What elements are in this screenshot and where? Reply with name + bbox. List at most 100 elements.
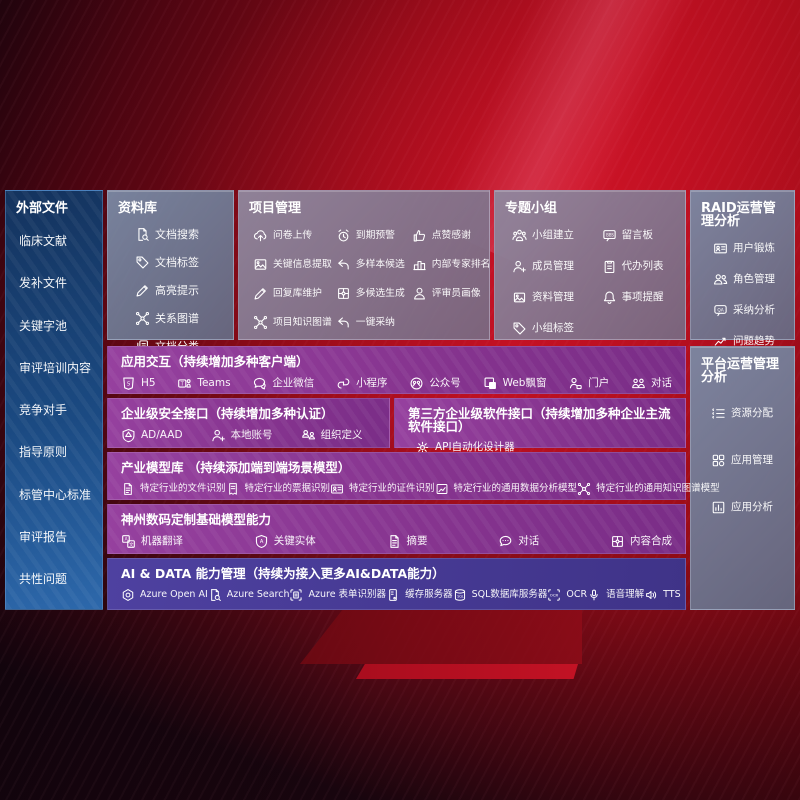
highlight-pen-icon [253,286,268,301]
sidebar-item-label: 发补文件 [19,276,68,291]
client-item: 门户 [568,376,609,391]
client-item-label: Web飘窗 [502,376,547,389]
client-item: 对话 [631,376,672,391]
auth-item: AD/AAD [121,428,183,443]
project-item-label: 关键信息提取 [273,258,332,270]
library-item-label: 高亮提示 [155,284,199,297]
doc-extract-icon [253,257,268,272]
service-item: Azure Search [208,588,290,602]
panel-title: 资料库 [118,201,158,216]
group-item-label: 留言板 [621,229,654,242]
auth-item-label: 本地账号 [230,428,273,441]
service-item-label: Azure Open AI [140,588,208,600]
sidebar-item-label: 共性问题 [19,572,68,586]
row-title: 应用交互（持续增加多种客户端） [121,354,309,369]
knowledge-graph-icon [253,315,268,330]
auth-item-label: 组织定义 [320,428,363,441]
project-item: 评审员画像 [412,286,483,301]
panel-title: RAID运营管理分析 [701,201,776,229]
group-item: BBS 留言板 [602,228,681,243]
platform-item-label: 资源分配 [731,407,773,420]
project-item-label: 项目知识图谱 [273,316,332,328]
thirdparty-items: API自动化设计器 [395,433,685,455]
cloud-upload-icon [253,228,268,243]
model-item-label: 特定行业的通用数据分析模型 [453,482,578,494]
client-item-label: 小程序 [356,376,388,389]
model-item: 特定行业的通用数据分析模型 [435,482,578,496]
row-ai-data-management: AI & DATA 能力管理（持续为接入更多AI&DATA能力） Azure O… [107,558,686,610]
row-app-interaction: 应用交互（持续增加多种客户端） 5 H5 T Teams 企业微信 小程序 公众号 Web飘窗… [107,346,686,394]
sidebar-item: 临床文献 [19,235,98,247]
service-item-label: Azure Search [226,588,290,600]
project-items: 问卷上传 到期预警 点赞感谢 关键信息提取 多样本候选 内部专家排名 回复库维护 多候选生成 评… [239,215,490,330]
miniprogram-icon [336,376,351,391]
service-item-label: SQL数据库服务器 [471,588,548,600]
project-item: 关键信息提取 [253,257,336,272]
model-item-label: 特定行业的证件识别 [349,482,435,494]
model-item: 特定行业的证件识别 [330,482,435,496]
alarm-icon [336,228,351,243]
sidebar-items: 临床文献 发补文件 关键字池 审评培训内容 竞争对手 指导原则 标管中心标准 审评报告 共性问题 [6,215,102,609]
library-item-label: 关系图谱 [155,312,199,325]
app-chart-icon [711,500,726,515]
project-item: 点赞感谢 [412,228,483,243]
ocr-icon: OCR [547,588,561,602]
panel-external-files: 外部文件 临床文献 发补文件 关键字池 审评培训内容 竞争对手 指导原则 标管中心标准 审评报… [5,190,103,610]
service-item: SQL SQL数据库服务器 [453,588,548,602]
doc-search-icon [135,227,150,242]
puzzle-icon [610,534,625,549]
sidebar-item-label: 审评报告 [19,529,68,544]
service-item: Azure 表单识别器 [289,588,386,602]
security-items: AD/AAD 本地账号 组织定义 [108,421,389,443]
adopt-arrow-icon [336,315,351,330]
person-add-icon [512,259,527,274]
official-account-icon [409,376,424,391]
cache-server-icon [386,588,400,602]
api-gear-icon [415,440,430,455]
row-thirdparty-interface: 第三方企业级软件接口（持续增加多种企业主流软件接口） API自动化设计器 [394,398,686,454]
raid-item-label: 用户锻炼 [733,242,775,255]
sidebar-item-label: 标管中心标准 [19,487,92,502]
speech-icon [587,588,601,602]
svg-text:5: 5 [127,381,131,387]
basemodel-items: A 文机器翻译 A 关键实体 摘要 对话 内容合成 [108,527,685,549]
reply-arrow-icon [336,257,351,272]
project-item-label: 回复库维护 [273,287,322,299]
panel-title: 项目管理 [249,201,302,216]
model-item: 特定行业的文件识别 [121,482,226,496]
knowledge-graph-icon [577,482,591,496]
capability-item: 对话 [498,534,539,549]
svg-text:文: 文 [129,540,134,547]
project-item-label: 一键采纳 [355,316,395,328]
client-item-label: H5 [141,376,156,389]
client-item: 小程序 [336,376,388,391]
svg-text:A: A [125,536,128,542]
project-item: 一键采纳 [336,315,412,330]
project-item: 多候选生成 [336,286,412,301]
person-icon [412,286,427,301]
highlight-pen-icon [135,283,150,298]
service-item: TTS [644,588,681,602]
app-grid-icon [711,453,726,468]
sidebar-item: 审评培训内容 [19,362,98,374]
raid-item-label: 角色管理 [733,273,775,286]
knowledge-graph-icon [135,311,150,326]
project-item-label: 多候选生成 [355,287,405,299]
people-group-icon [512,228,527,243]
group-item: 成员管理 [512,259,602,274]
group-item: 小组建立 [512,228,602,243]
sidebar-item: 关键字池 [19,320,98,332]
client-item-label: 对话 [650,376,672,389]
row-base-models: 神州数码定制基础模型能力 A 文机器翻译 A 关键实体 摘要 对话 内容合成 [107,504,686,554]
bell-icon [602,290,617,305]
client-item: 公众号 [409,376,461,391]
sql-database-icon: SQL [453,588,467,602]
svg-text:QA: QA [717,307,723,313]
platform-item: 资源分配 [711,406,794,421]
wechat-work-icon [252,376,267,391]
panel-library: 资料库 文档搜索文档标签高亮提示关系图谱文档分类 [107,190,234,353]
svg-text:BBS: BBS [606,233,614,238]
panel-raid-analysis: RAID运营管理分析 用户锻炼 角色管理 QA 采纳分析 问题趋势 [690,190,795,348]
